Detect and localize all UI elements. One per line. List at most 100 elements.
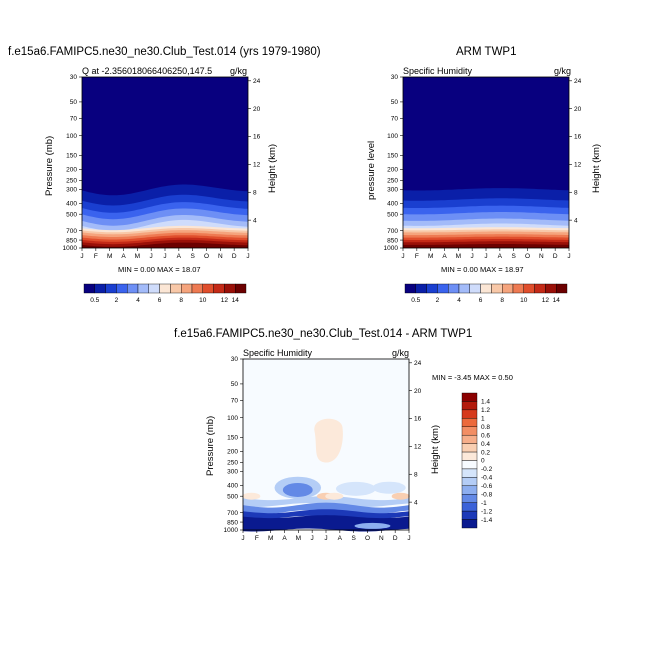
colorbar-label: 6 xyxy=(158,297,162,304)
plot-frame xyxy=(242,358,410,531)
colorbar-box xyxy=(469,283,481,294)
y-tick-label: 850 xyxy=(66,237,77,244)
y2-tick-label: 8 xyxy=(574,189,578,196)
colorbar-box xyxy=(461,519,478,529)
x-tick-label: J xyxy=(471,253,474,260)
colorbar-box xyxy=(461,477,478,487)
panel3-minmax: MIN = -3.45 MAX = 0.50 xyxy=(432,373,513,382)
colorbar-label: 6 xyxy=(479,297,483,304)
colorbar-box xyxy=(404,283,417,294)
y-tick-label: 1000 xyxy=(63,245,78,252)
y-tick-label: 100 xyxy=(387,133,398,140)
x-tick-label: M xyxy=(268,535,273,542)
colorbar-box xyxy=(170,283,182,294)
x-tick-label: J xyxy=(80,253,83,260)
y-tick-label: 100 xyxy=(66,133,77,140)
y-tick-label: 70 xyxy=(391,116,399,123)
colorbar-box xyxy=(461,409,478,419)
panel3-subtitle: Specific Humidity xyxy=(243,348,313,358)
colorbar-label: 8 xyxy=(179,297,183,304)
colorbar-box xyxy=(461,401,478,411)
colorbar-box xyxy=(116,283,128,294)
y-tick-label: 400 xyxy=(387,201,398,208)
colorbar-box xyxy=(461,434,478,444)
x-tick-label: D xyxy=(232,253,237,260)
x-tick-label: A xyxy=(442,253,447,260)
x-tick-label: J xyxy=(407,535,410,542)
plot-frame xyxy=(402,76,570,249)
panel3-title: f.e15a6.FAMIPC5.ne30_ne30.Club_Test.014 … xyxy=(174,328,473,340)
positive-anomaly xyxy=(391,492,410,500)
y2-tick-label: 16 xyxy=(574,134,582,141)
colorbar-label: 0.8 xyxy=(481,424,490,431)
y2-tick-label: 24 xyxy=(574,78,582,85)
colorbar-box xyxy=(213,283,225,294)
colorbar-box xyxy=(461,494,478,503)
colorbar-box xyxy=(148,283,160,294)
colorbar-box xyxy=(556,283,568,294)
colorbar-box xyxy=(461,426,478,436)
colorbar-label: 2 xyxy=(436,297,440,304)
colorbar-box xyxy=(137,283,150,294)
x-tick-label: J xyxy=(567,253,570,260)
panel1-subtitle: Q at -2.356018066406250,147.5 xyxy=(82,66,213,76)
colorbar-box xyxy=(448,283,460,294)
panel1-minmax: MIN = 0.00 MAX = 18.07 xyxy=(118,265,201,274)
colorbar-label: -0.8 xyxy=(481,491,493,498)
x-tick-label: F xyxy=(415,253,419,260)
y2-tick-label: 4 xyxy=(253,217,257,224)
x-tick-label: O xyxy=(525,253,530,260)
x-tick-label: J xyxy=(150,253,153,260)
negative-anomaly xyxy=(282,482,313,497)
colorbar-box xyxy=(461,468,478,478)
colorbar-box xyxy=(502,283,514,294)
y-tick-label: 250 xyxy=(387,178,398,185)
panel3-units: g/kg xyxy=(392,348,410,358)
y2-tick-label: 12 xyxy=(414,444,422,451)
x-tick-label: S xyxy=(190,253,195,260)
colorbar-box xyxy=(234,283,247,294)
colorbar-box xyxy=(126,283,139,294)
colorbar-label: 0 xyxy=(481,458,485,465)
x-tick-label: M xyxy=(456,253,461,260)
colorbar-label: -1 xyxy=(481,500,487,507)
x-tick-label: J xyxy=(246,253,249,260)
y-tick-label: 150 xyxy=(66,153,77,160)
panel2-title: ARM TWP1 xyxy=(456,46,517,58)
colorbar-box xyxy=(491,283,503,294)
negative-anomaly xyxy=(354,522,391,529)
y-tick-label: 1000 xyxy=(384,245,399,252)
negative-anomaly xyxy=(243,502,409,516)
colorbar-box xyxy=(415,283,427,294)
colorbar-label: -1.2 xyxy=(481,508,493,515)
negative-anomaly xyxy=(243,496,409,508)
colorbar-label: 2 xyxy=(115,297,119,304)
colorbar-box xyxy=(180,283,193,294)
y-tick-label: 200 xyxy=(227,449,238,456)
y2-tick-label: 12 xyxy=(253,162,261,169)
panel3-ylabel: Pressure (mb) xyxy=(205,415,216,476)
y-tick-label: 850 xyxy=(227,519,238,526)
colorbar-box xyxy=(545,283,557,294)
colorbar-box xyxy=(426,283,438,294)
y-tick-label: 1000 xyxy=(224,527,239,534)
colorbar-label: -0.6 xyxy=(481,483,493,490)
humidity-band xyxy=(403,244,569,248)
colorbar-label: -0.4 xyxy=(481,475,493,482)
colorbar-box xyxy=(480,283,492,294)
y-tick-label: 400 xyxy=(227,483,238,490)
x-tick-label: J xyxy=(484,253,487,260)
colorbar-label: 4 xyxy=(136,297,140,304)
x-tick-label: N xyxy=(379,535,384,542)
panel3-y2label: Height (km) xyxy=(430,424,441,474)
positive-anomaly xyxy=(242,492,261,500)
colorbar-box xyxy=(461,485,478,495)
y-tick-label: 400 xyxy=(66,201,77,208)
x-tick-label: O xyxy=(204,253,209,260)
y2-tick-label: 4 xyxy=(574,217,578,224)
panel2-ylabel: pressure level xyxy=(366,140,377,200)
y2-tick-label: 16 xyxy=(414,416,422,423)
y-tick-label: 200 xyxy=(66,167,77,174)
x-tick-label: M xyxy=(107,253,112,260)
x-tick-label: M xyxy=(135,253,140,260)
